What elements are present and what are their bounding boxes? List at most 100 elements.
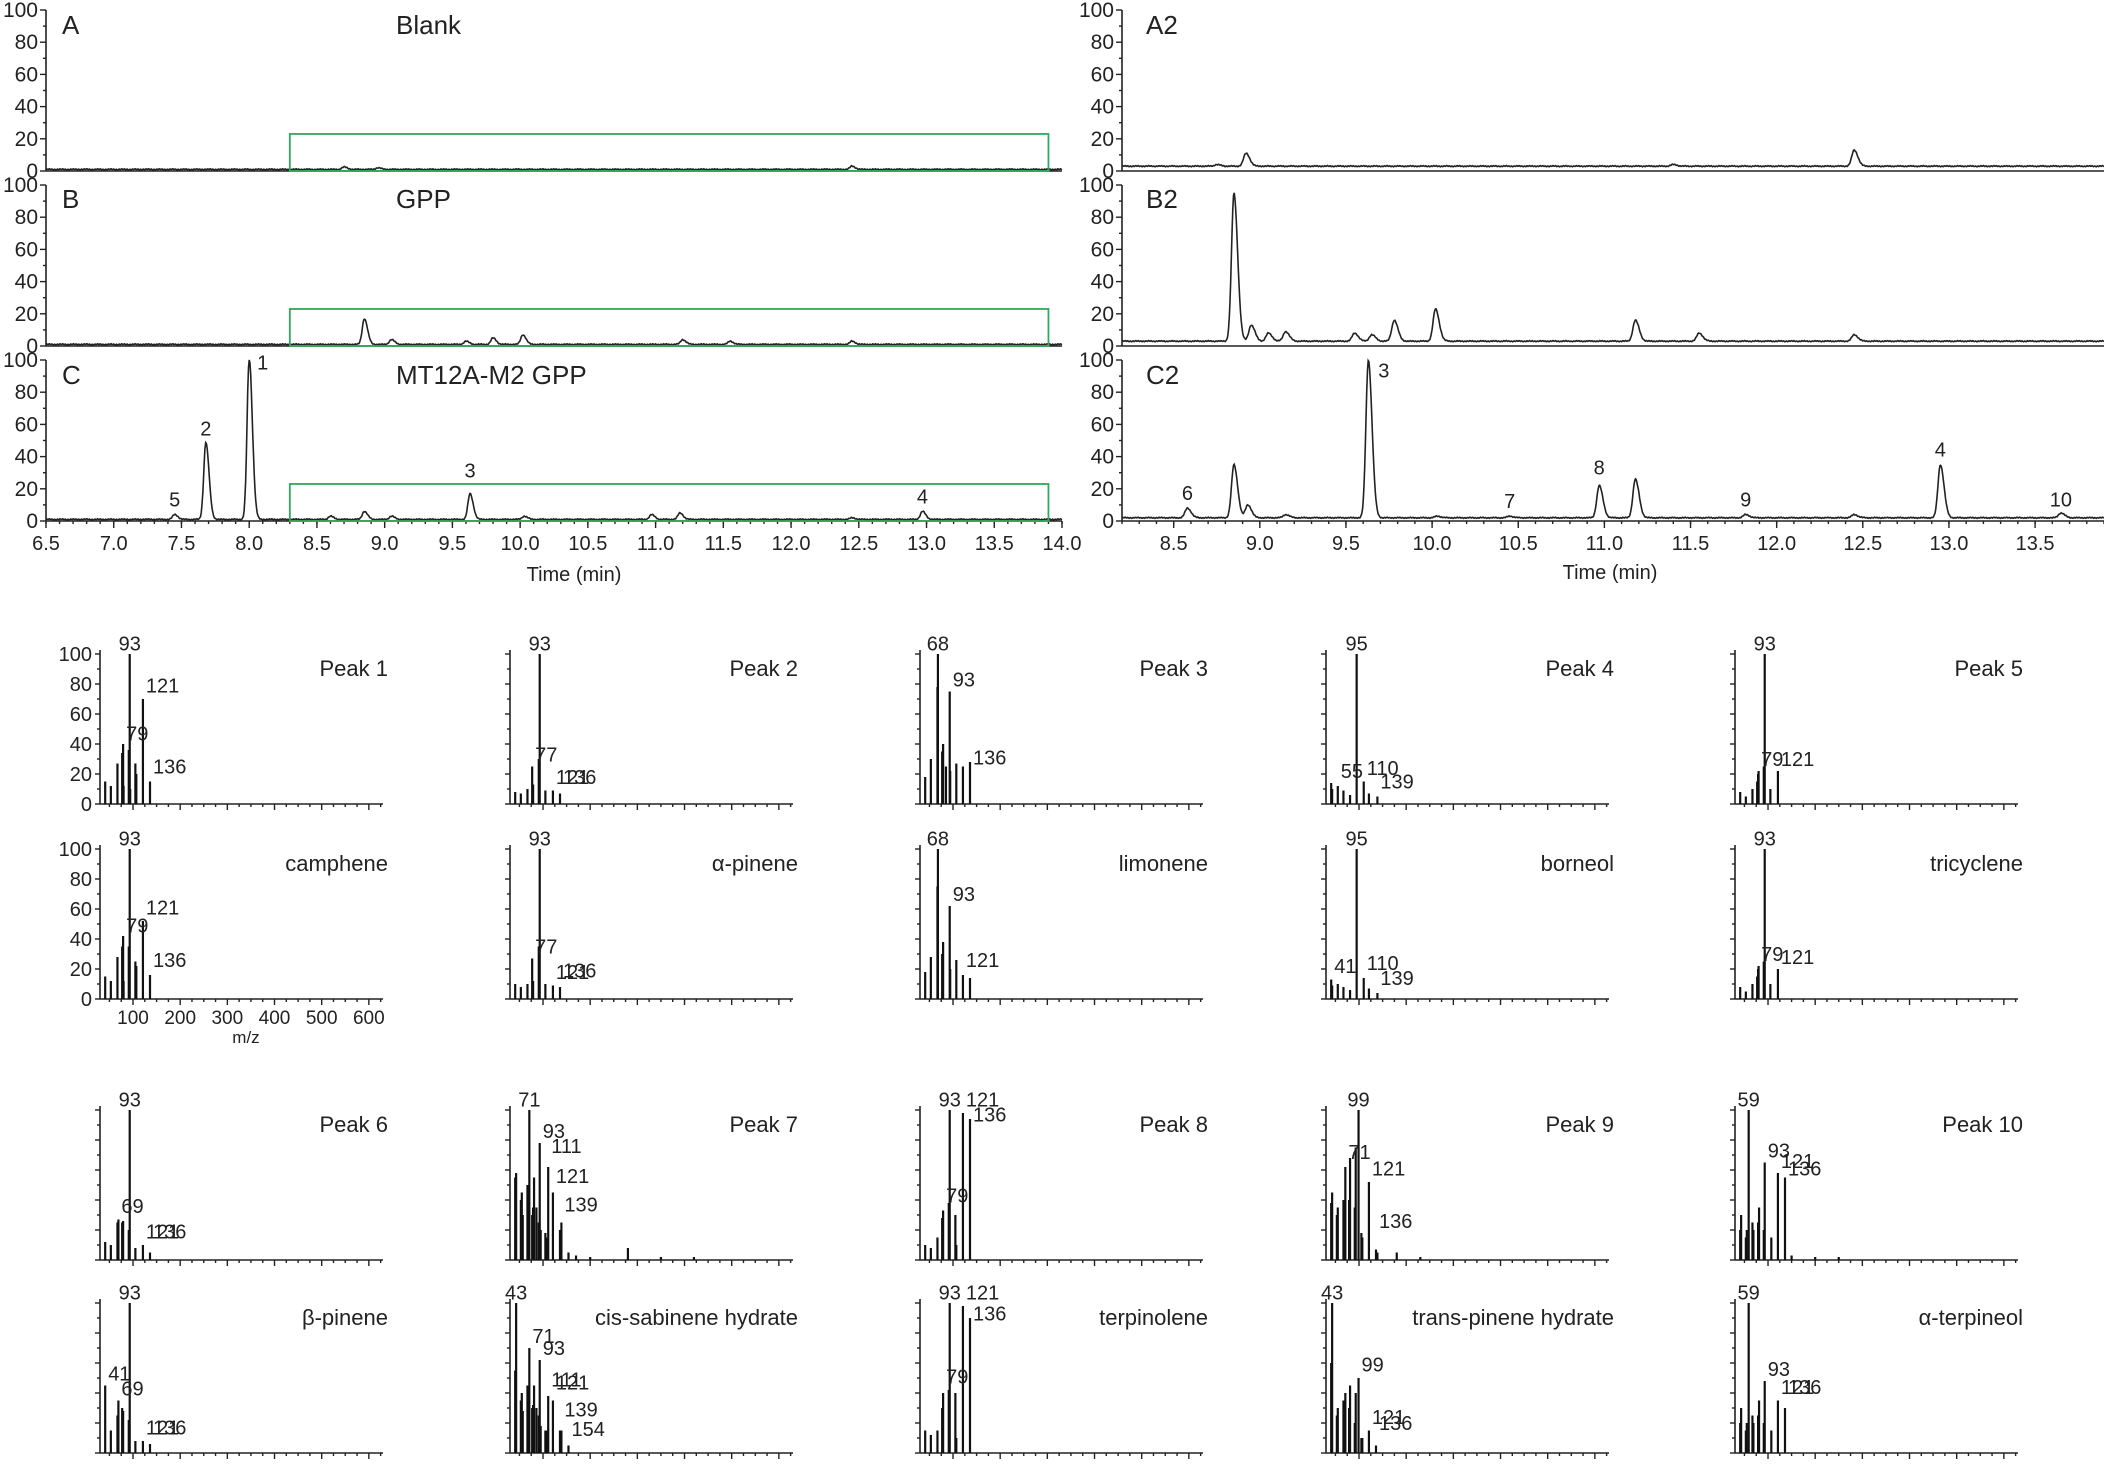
- y-tick-label: 40: [1091, 446, 1114, 469]
- chromatogram-panel-c: 100 80 60 40 20 06.5 7.0 7.5 8.0 8.5 9.0 9.5 10.0 10.…: [3, 349, 1082, 555]
- ms-peak-label: 79: [946, 1367, 968, 1389]
- peak-number-label: 9: [1740, 490, 1751, 512]
- ms-title: trans-pinene hydrate: [1412, 1305, 1614, 1330]
- y-tick-label: 80: [15, 381, 38, 404]
- ms-x-tick-label: 400: [259, 1008, 291, 1029]
- ms-peak-label: 69: [121, 1379, 143, 1401]
- ms-title: borneol: [1541, 851, 1614, 876]
- y-tick-label: 20: [15, 478, 38, 501]
- ms-peak-label: 93: [119, 634, 141, 656]
- y-tick-label: 0: [1102, 510, 1114, 533]
- y-tick-label: 60: [15, 63, 38, 86]
- panel-b-letter: B: [62, 184, 79, 214]
- x-tick-label: 12.5: [1843, 533, 1882, 555]
- y-tick-label: 40: [15, 446, 38, 469]
- ms-y-tick-label: 0: [81, 794, 92, 816]
- ms-peak-label: 93: [939, 1283, 961, 1305]
- ms-y-tick-label: 0: [81, 989, 92, 1011]
- ms-peak-label: 136: [153, 1222, 186, 1244]
- ms-peak-label: 93: [939, 1090, 961, 1112]
- ms-title: cis-sabinene hydrate: [595, 1305, 798, 1330]
- ms-peak-label: 59: [1738, 1283, 1760, 1305]
- y-tick-label: 60: [1091, 413, 1114, 436]
- ms-peak-label: 121: [146, 1418, 179, 1440]
- y-tick-label: 40: [15, 96, 38, 119]
- ms-peak-label: 136: [563, 961, 596, 983]
- ms-peak-label: 59: [1738, 1090, 1760, 1112]
- ms-peak-label: 93: [1754, 634, 1776, 656]
- ms-x-tick-label: 600: [353, 1008, 385, 1029]
- chromatogram-panel-b: 100 80 60 40 20 0: [3, 174, 1063, 358]
- ms-x-tick-label: 300: [211, 1008, 243, 1029]
- x-tick-label: 12.0: [1757, 533, 1796, 555]
- y-tick-label: 80: [15, 31, 38, 54]
- ms-peak-label: 68: [927, 829, 949, 851]
- ms-peak-label: 68: [927, 634, 949, 656]
- y-tick-label: 20: [1091, 303, 1114, 326]
- mass-spectrum-limonene: limonene 68 93 121: [915, 829, 1208, 1005]
- ms-peak-label: 136: [153, 757, 186, 779]
- ms-peak-label: 79: [126, 724, 148, 746]
- ms-peak-label: 121: [1781, 947, 1814, 969]
- x-tick-label: 12.0: [772, 533, 811, 555]
- chromatogram-trace: [45, 359, 1063, 521]
- x-tick-label: 7.5: [168, 533, 196, 555]
- chromatogram-trace: [1121, 149, 2104, 168]
- ms-title: Peak 5: [1955, 656, 2024, 681]
- ms-peak-label: 93: [529, 829, 551, 851]
- ms-peak-label: 121: [146, 1222, 179, 1244]
- ms-title: terpinolene: [1099, 1305, 1208, 1330]
- y-tick-label: 100: [3, 174, 38, 197]
- peak-number-label: 5: [169, 490, 180, 512]
- ms-title: Peak 3: [1140, 656, 1209, 681]
- ms-peak-label: 121: [556, 962, 589, 984]
- peak-number-label: 3: [464, 461, 475, 483]
- ms-peak-label: 139: [564, 1400, 597, 1422]
- x-tick-label: 13.0: [907, 533, 946, 555]
- ms-y-tick-label: 100: [59, 839, 92, 861]
- ms-peak-label: 136: [1379, 1211, 1412, 1233]
- ms-y-tick-label: 100: [59, 644, 92, 666]
- ms-peak-label: 93: [119, 1283, 141, 1305]
- ms-title: camphene: [285, 851, 388, 876]
- chromatogram-trace: [45, 318, 1063, 346]
- ms-peak-label: 93: [953, 884, 975, 906]
- ms-peak-label: 121: [1781, 1151, 1814, 1173]
- ms-peak-label: 71: [532, 1326, 554, 1348]
- ms-peak-label: 121: [966, 950, 999, 972]
- ms-x-tick-label: 200: [164, 1008, 196, 1029]
- ms-peak-label: 139: [564, 1195, 597, 1217]
- ms-peak-label: 79: [126, 916, 148, 938]
- ms-peak-label: 93: [543, 1338, 565, 1360]
- peak-number-label: 4: [917, 486, 928, 508]
- peak-number-label: 7: [1504, 491, 1515, 513]
- ms-y-tick-label: 40: [70, 929, 92, 951]
- x-tick-label: 11.5: [1672, 533, 1709, 555]
- ms-peak-label: 136: [1788, 1159, 1821, 1181]
- ms-title: limonene: [1119, 851, 1208, 876]
- ms-peak-label: 121: [556, 1166, 589, 1188]
- y-tick-label: 100: [3, 0, 38, 22]
- panel-c-title: MT12A-M2 GPP: [396, 360, 587, 390]
- x-tick-label: 6.5: [32, 533, 60, 555]
- ms-x-tick-label: 100: [117, 1008, 149, 1029]
- ms-peak-label: 136: [563, 767, 596, 789]
- ms-peak-label: 136: [153, 950, 186, 972]
- ms-peak-label: 99: [1347, 1090, 1369, 1112]
- x-tick-label: 12.5: [839, 533, 878, 555]
- chromatogram-panel-c2: 100 80 60 40 20 0 8.5 9.0 9.5 10.0 10.5 11.0 11.5 12.…: [1079, 349, 2104, 555]
- x-tick-label: 10.0: [1413, 533, 1452, 555]
- y-tick-label: 80: [1091, 31, 1114, 54]
- x-tick-label: 13.5: [975, 533, 1014, 555]
